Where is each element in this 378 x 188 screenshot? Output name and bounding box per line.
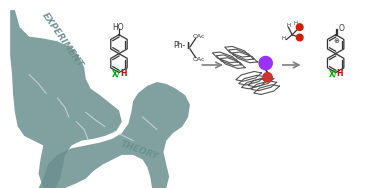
- Text: ⊕: ⊕: [334, 38, 340, 44]
- Text: H: H: [120, 69, 126, 78]
- Text: H: H: [282, 36, 286, 41]
- Circle shape: [296, 34, 303, 41]
- Text: OAc: OAc: [193, 34, 205, 39]
- Text: H: H: [293, 21, 297, 26]
- Text: EXPERIMENT: EXPERIMENT: [40, 11, 85, 69]
- Text: Ph-: Ph-: [173, 41, 185, 50]
- Text: X/: X/: [329, 69, 338, 78]
- Text: O: O: [339, 24, 344, 33]
- Text: THEORY: THEORY: [119, 139, 160, 162]
- Circle shape: [296, 24, 303, 30]
- Text: H: H: [287, 23, 291, 28]
- Text: X/: X/: [112, 69, 121, 78]
- Polygon shape: [39, 82, 190, 188]
- Text: H: H: [337, 69, 343, 78]
- Text: I: I: [186, 42, 189, 51]
- Polygon shape: [10, 10, 122, 188]
- Circle shape: [263, 73, 272, 82]
- Circle shape: [259, 56, 272, 70]
- Text: OAc: OAc: [193, 57, 205, 62]
- Text: HO: HO: [112, 23, 124, 32]
